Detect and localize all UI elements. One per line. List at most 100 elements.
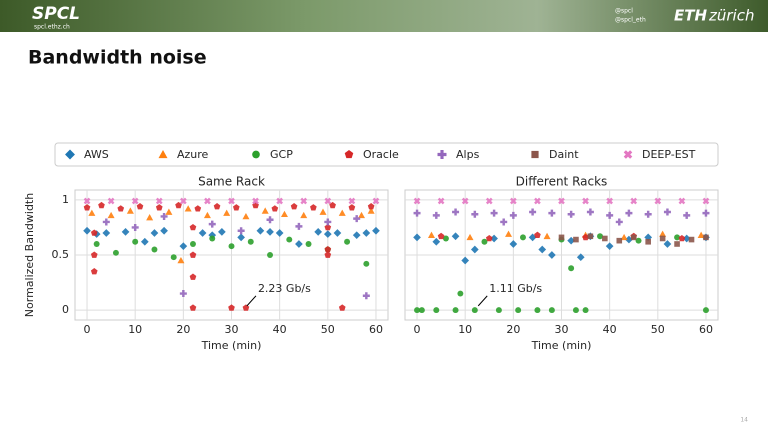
- data-point: [194, 205, 202, 212]
- data-point: [702, 209, 710, 217]
- data-point: [90, 229, 98, 236]
- data-point: [418, 307, 425, 314]
- data-point: [442, 235, 449, 242]
- data-point: [324, 251, 332, 258]
- data-point: [630, 234, 637, 241]
- data-point: [466, 233, 474, 241]
- data-point: [179, 242, 188, 251]
- data-point: [286, 236, 293, 243]
- slide-title: Bandwidth noise: [28, 47, 207, 69]
- data-point: [132, 238, 139, 245]
- data-point: [228, 304, 235, 311]
- y-tick-label: 0: [62, 303, 69, 316]
- y-tick-label: 1: [62, 193, 69, 206]
- x-tick-label: 20: [176, 323, 190, 336]
- data-point: [353, 215, 361, 223]
- x-tick-label: 10: [128, 323, 142, 336]
- data-point: [203, 211, 211, 219]
- data-point: [266, 216, 274, 224]
- data-point: [576, 253, 585, 262]
- data-point: [558, 234, 565, 241]
- data-point: [471, 210, 479, 218]
- data-point: [295, 222, 303, 230]
- data-point: [461, 197, 469, 205]
- data-point: [275, 229, 284, 237]
- chart-title: Same Rack: [198, 175, 265, 189]
- data-point: [367, 203, 375, 210]
- data-point: [582, 307, 589, 314]
- legend-label: Alps: [456, 148, 480, 161]
- data-point: [348, 197, 356, 205]
- data-point: [333, 229, 342, 237]
- eth-logo: zürich: [708, 7, 754, 25]
- legend-label: Daint: [549, 148, 579, 161]
- data-point: [548, 251, 556, 259]
- legend-marker: [65, 149, 75, 160]
- data-point: [413, 197, 421, 205]
- data-point: [567, 210, 575, 218]
- data-point: [452, 208, 460, 216]
- data-point: [548, 307, 555, 314]
- data-point: [702, 307, 709, 314]
- data-point: [352, 231, 361, 240]
- data-point: [432, 211, 440, 219]
- page-number: 14: [740, 417, 748, 424]
- data-point: [363, 260, 370, 267]
- data-point: [659, 235, 666, 242]
- data-point: [189, 251, 197, 258]
- data-point: [451, 232, 460, 241]
- x-tick-label: 40: [273, 323, 287, 336]
- data-point: [635, 237, 642, 244]
- x-tick-label: 60: [699, 323, 713, 336]
- data-point: [170, 254, 177, 261]
- data-point: [620, 233, 628, 241]
- data-point: [184, 205, 192, 212]
- data-point: [131, 197, 139, 205]
- data-point: [703, 234, 709, 241]
- x-tick-label: 40: [603, 323, 617, 336]
- data-point: [271, 205, 279, 212]
- data-point: [180, 197, 187, 205]
- data-point: [543, 232, 551, 240]
- data-point: [644, 210, 652, 218]
- data-point: [602, 235, 608, 242]
- data-point: [338, 304, 346, 311]
- data-point: [208, 220, 216, 228]
- data-point: [136, 203, 144, 210]
- y-axis-label: Normalized Bandwidth: [23, 193, 36, 317]
- data-point: [538, 245, 547, 254]
- x-tick-label: 30: [555, 323, 569, 336]
- legend-label: Azure: [177, 148, 209, 161]
- data-point: [146, 214, 154, 221]
- data-point: [485, 197, 493, 205]
- data-point: [160, 226, 168, 235]
- data-point: [179, 290, 187, 298]
- data-point: [500, 218, 508, 226]
- data-point: [228, 197, 235, 205]
- data-point: [625, 235, 633, 244]
- data-point: [471, 307, 478, 314]
- data-point: [605, 242, 614, 251]
- data-point: [121, 228, 130, 236]
- data-point: [432, 237, 441, 246]
- data-point: [548, 209, 556, 217]
- data-point: [509, 240, 518, 248]
- data-point: [582, 233, 589, 241]
- data-point: [107, 211, 115, 219]
- data-point: [630, 197, 638, 205]
- data-point: [413, 209, 421, 217]
- data-point: [674, 234, 681, 241]
- x-tick-label: 60: [369, 323, 383, 336]
- data-point: [505, 230, 513, 237]
- data-point: [329, 201, 336, 209]
- data-point: [177, 257, 185, 264]
- data-point: [572, 307, 579, 314]
- data-point: [98, 201, 105, 209]
- data-point: [165, 208, 173, 215]
- data-point: [558, 197, 565, 205]
- data-point: [452, 307, 459, 314]
- data-point: [414, 307, 421, 314]
- twitter: @spcl: [615, 8, 633, 15]
- data-point: [470, 245, 479, 254]
